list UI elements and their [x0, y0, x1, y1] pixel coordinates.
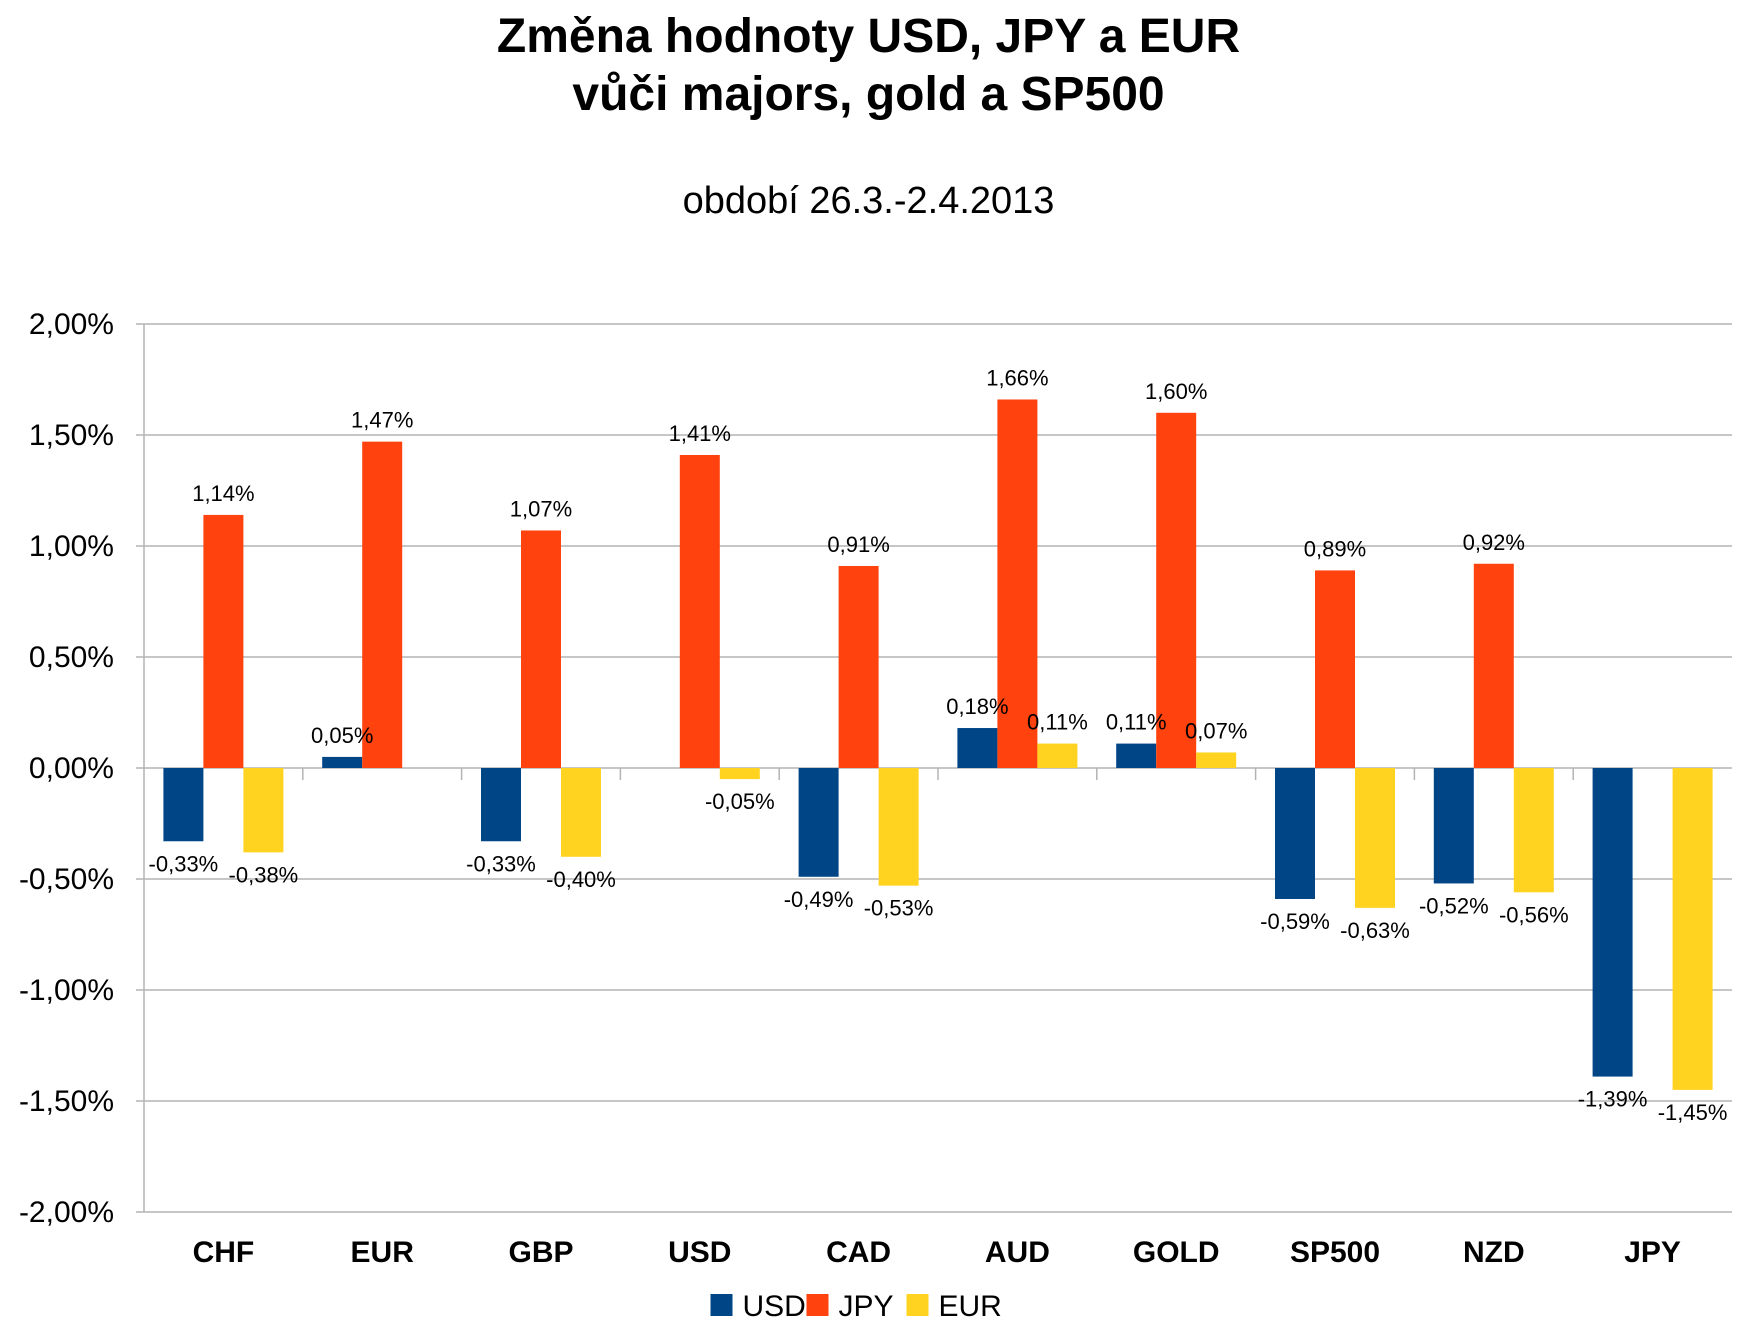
y-axis: 2,00% 1,50% 1,00% 0,50% 0,00% -0,50% -1,00% -1,…: [19, 308, 145, 1229]
category-label: GOLD: [1133, 1236, 1220, 1269]
data-label: -0,40%: [546, 867, 616, 892]
data-label: -0,38%: [229, 862, 299, 887]
data-label: 1,14%: [192, 481, 254, 506]
bar-eur: [1355, 768, 1395, 908]
bar-usd: [957, 728, 998, 768]
data-label: 1,07%: [510, 496, 572, 521]
data-label: 1,60%: [1145, 379, 1207, 404]
bar-eur: [1513, 768, 1554, 893]
bar-eur: [719, 768, 760, 780]
data-label: 0,92%: [1463, 530, 1525, 555]
bar-jpy: [1156, 412, 1197, 768]
x-axis: CHF EUR GBP USD CAD AUD GOLD SP500 NZD JPY: [193, 768, 1681, 1269]
category-label: JPY: [1624, 1236, 1681, 1269]
bar-usd: [322, 756, 363, 768]
bar-eur: [1196, 752, 1237, 768]
bar-jpy: [997, 399, 1038, 768]
y-tick-label: 2,00%: [29, 308, 114, 341]
bar-jpy: [1315, 570, 1355, 768]
bar-eur: [1672, 768, 1713, 1090]
y-tick-label: 1,00%: [29, 530, 114, 563]
bar-jpy: [521, 530, 561, 768]
data-label: -0,33%: [466, 851, 536, 876]
data-label: -0,49%: [784, 887, 854, 912]
legend-swatch: [806, 1294, 829, 1316]
bar-jpy: [1473, 563, 1514, 768]
category-label: SP500: [1290, 1236, 1380, 1269]
data-label: -0,33%: [149, 851, 219, 876]
data-label: -0,56%: [1499, 902, 1569, 927]
data-label: -0,53%: [864, 896, 934, 921]
data-label: -0,63%: [1340, 918, 1410, 943]
chart-title-line-1: Změna hodnoty USD, JPY a EUR: [496, 10, 1241, 63]
bar-usd: [481, 768, 521, 842]
y-tick-label: 1,50%: [29, 419, 114, 452]
legend-swatch: [906, 1294, 929, 1316]
category-label: USD: [668, 1236, 731, 1269]
legend: USD JPY EUR: [710, 1290, 1002, 1323]
data-label: 0,18%: [946, 694, 1008, 719]
bar-usd: [1275, 768, 1315, 899]
data-label: 0,91%: [827, 532, 889, 557]
data-label: 0,89%: [1304, 536, 1366, 561]
category-label: EUR: [351, 1236, 415, 1269]
y-tick-label: -0,50%: [19, 863, 114, 896]
data-label: 0,11%: [1027, 710, 1088, 735]
bars: [163, 399, 1713, 1090]
bar-usd: [1592, 768, 1633, 1077]
category-label: CHF: [193, 1236, 255, 1269]
bar-eur: [243, 768, 284, 853]
data-label: -0,59%: [1260, 909, 1330, 934]
legend-label: USD: [743, 1290, 806, 1323]
bar-jpy: [362, 441, 403, 768]
chart-subtitle: období 26.3.-2.4.2013: [682, 180, 1055, 222]
chart-title-line-2: vůči majors, gold a SP500: [572, 68, 1165, 121]
data-label: 1,66%: [986, 365, 1048, 390]
data-label: 0,11%: [1106, 710, 1167, 735]
chart-title: Změna hodnoty USD, JPY a EUR vůči majors…: [0, 8, 1737, 124]
y-tick-label: -2,00%: [19, 1196, 114, 1229]
data-label: 1,47%: [351, 408, 413, 433]
y-tick-label: -1,50%: [19, 1085, 114, 1118]
bar-eur: [1037, 743, 1078, 768]
data-labels: -0,33%0,05%-0,33%-0,49%0,18%0,11%-0,59%-…: [149, 365, 1728, 1124]
bar-eur: [561, 768, 601, 857]
bar-usd: [163, 768, 204, 842]
bar-usd: [1433, 768, 1474, 884]
category-label: AUD: [985, 1236, 1050, 1269]
bar-usd: [1116, 743, 1157, 768]
data-label: 0,05%: [311, 723, 373, 748]
legend-label: EUR: [939, 1290, 1002, 1323]
y-tick-label: 0,50%: [29, 641, 114, 674]
bar-jpy: [838, 565, 879, 768]
data-label: -0,05%: [705, 789, 775, 814]
category-label: NZD: [1463, 1236, 1525, 1269]
data-label: -0,52%: [1419, 893, 1489, 918]
legend-swatch: [710, 1294, 733, 1316]
bar-jpy: [679, 454, 720, 768]
data-label: 0,07%: [1185, 718, 1247, 743]
bar-usd: [798, 768, 839, 877]
data-label: -1,45%: [1658, 1100, 1728, 1125]
legend-label: JPY: [839, 1290, 894, 1323]
category-label: CAD: [826, 1236, 891, 1269]
y-tick-label: 0,00%: [29, 752, 114, 785]
bar-eur: [878, 768, 919, 886]
bar-jpy: [203, 514, 244, 768]
data-label: 1,41%: [669, 421, 731, 446]
y-tick-label: -1,00%: [19, 974, 114, 1007]
data-label: -1,39%: [1578, 1087, 1648, 1112]
category-label: GBP: [508, 1236, 573, 1269]
